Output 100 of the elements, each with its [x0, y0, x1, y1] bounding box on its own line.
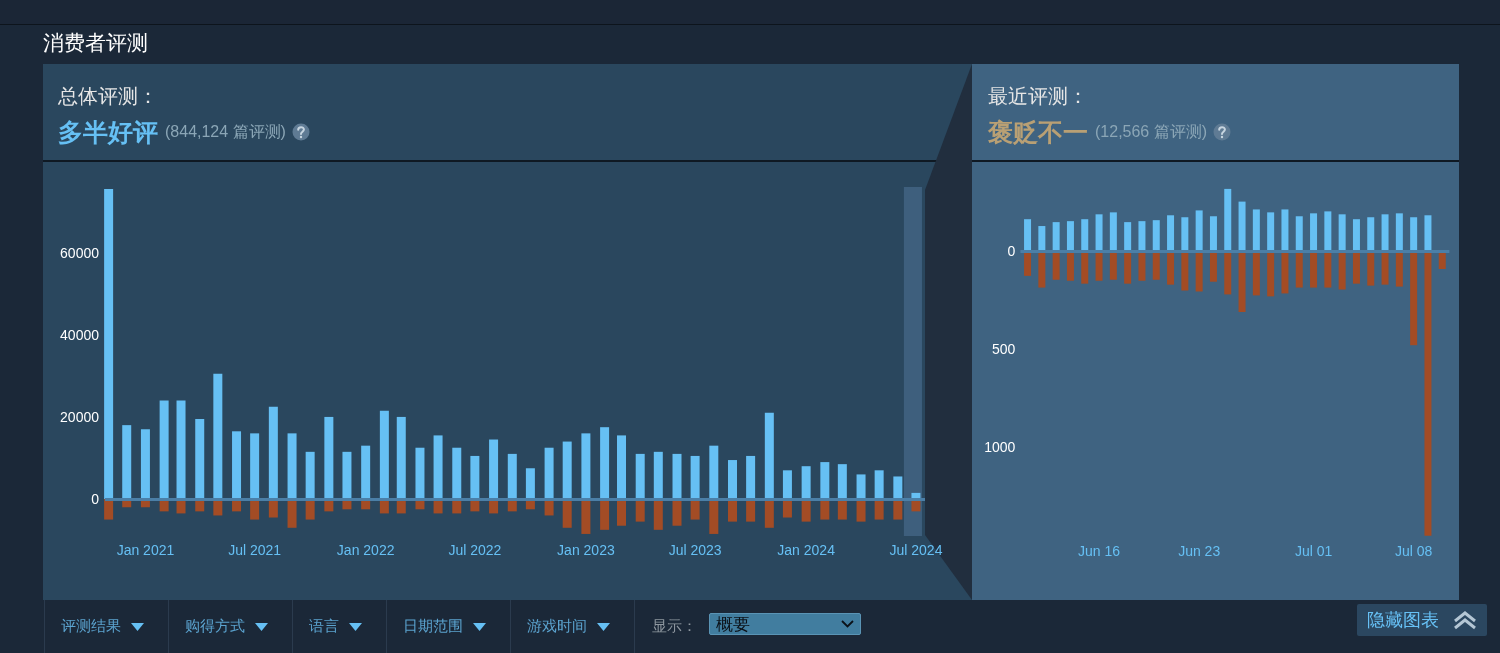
bar	[1310, 213, 1318, 252]
bar	[801, 499, 811, 522]
bar	[672, 499, 682, 526]
bar	[1224, 188, 1232, 252]
bar	[1066, 221, 1074, 252]
x-tick-label: Jan 2023	[557, 542, 615, 558]
bar	[287, 499, 297, 528]
bar	[728, 499, 738, 522]
bar	[232, 431, 242, 500]
bar	[159, 400, 169, 500]
bar	[1295, 216, 1303, 252]
bar	[837, 464, 847, 500]
bar	[1124, 222, 1132, 252]
x-tick-label: Jul 2023	[668, 542, 722, 558]
bar	[1081, 219, 1089, 252]
bar	[1224, 251, 1232, 295]
filter-dropdown[interactable]: 购得方式	[168, 600, 292, 653]
x-tick-label: Jan 2021	[116, 542, 175, 558]
bar	[1052, 222, 1060, 252]
bar	[213, 373, 223, 500]
bar	[1395, 251, 1403, 287]
bar	[342, 451, 352, 500]
y-tick-label: 0	[1007, 243, 1016, 260]
bar	[1152, 220, 1160, 252]
bar	[1238, 201, 1246, 252]
bar	[361, 445, 371, 500]
bar	[820, 499, 830, 520]
select-field[interactable]: 概要	[709, 613, 861, 635]
bar	[893, 476, 903, 500]
filter-dropdown[interactable]: 日期范围	[386, 600, 510, 653]
bar	[176, 400, 186, 500]
bar	[1338, 214, 1346, 252]
bar	[1209, 251, 1217, 282]
bar	[305, 499, 315, 520]
bar	[1352, 251, 1360, 284]
bar	[746, 455, 756, 500]
filter-dropdown[interactable]: 评测结果	[44, 600, 168, 653]
bar	[617, 435, 626, 500]
bar	[600, 427, 610, 500]
y-tick-label: 20000	[60, 408, 100, 425]
bar	[1109, 251, 1117, 280]
bar	[728, 460, 738, 500]
bar	[250, 499, 260, 520]
hide-button[interactable]: 隐藏图表	[1357, 604, 1487, 636]
bar	[470, 455, 480, 500]
bar	[856, 474, 866, 500]
chart-subtitle: 多半好评	[58, 117, 158, 148]
filter-dropdown[interactable]: 游戏时间	[510, 600, 634, 653]
bar	[396, 416, 406, 500]
x-tick-label: Jul 2022	[448, 542, 502, 558]
x-tick-label: Jan 2022	[336, 542, 395, 558]
bar	[856, 499, 866, 522]
bar	[544, 447, 554, 500]
bar	[305, 451, 315, 500]
x-tick-label: Jun 16	[1078, 542, 1121, 559]
bar	[287, 433, 297, 500]
bar	[1095, 251, 1103, 281]
bar	[324, 416, 334, 500]
bar	[874, 499, 884, 520]
bar	[1081, 251, 1089, 284]
chart-subtitle: 褒贬不一	[988, 117, 1088, 148]
bar	[433, 435, 443, 500]
bar	[1267, 251, 1275, 297]
text: 显示：	[652, 617, 697, 636]
text: (12,566 篇评测)	[1095, 122, 1208, 142]
bar	[1024, 219, 1032, 252]
bar	[1367, 217, 1375, 252]
bar	[1295, 251, 1303, 288]
filter-dropdown[interactable]: 语言	[292, 600, 386, 653]
bar	[1352, 219, 1360, 252]
bar	[1381, 214, 1389, 252]
bar	[1152, 251, 1160, 280]
text: (844,124 篇评测)	[165, 122, 286, 142]
bar	[1167, 251, 1175, 285]
bar	[562, 499, 572, 528]
x-tick-label: Jun 23	[1178, 542, 1221, 559]
bar	[1095, 214, 1103, 252]
bar	[379, 410, 389, 500]
bar	[268, 406, 278, 500]
bar	[1109, 212, 1117, 252]
bar	[195, 418, 205, 500]
bar	[1038, 226, 1046, 252]
bar	[1281, 251, 1289, 294]
y-tick-label: 0	[91, 491, 100, 508]
bar	[635, 499, 645, 522]
bar	[1395, 213, 1403, 252]
bar	[1038, 251, 1046, 288]
bar	[489, 439, 499, 500]
bar	[1410, 217, 1418, 252]
bar	[653, 499, 663, 530]
bar	[1124, 251, 1132, 284]
bar	[1338, 251, 1346, 290]
bar	[801, 466, 811, 500]
bar	[1310, 251, 1318, 288]
bar	[874, 470, 884, 500]
bar	[1281, 209, 1289, 252]
x-tick-label: Jul 08	[1394, 542, 1433, 559]
bar	[1424, 251, 1432, 536]
bar	[782, 470, 792, 500]
bar	[1052, 251, 1060, 280]
